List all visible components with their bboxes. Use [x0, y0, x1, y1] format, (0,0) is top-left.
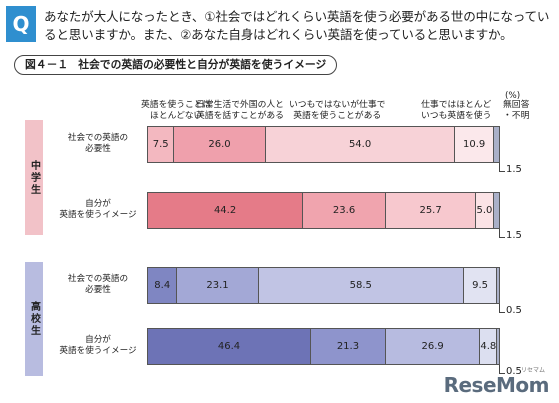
resemom-logo: リセマム ReseMom: [443, 367, 550, 397]
bar-segment: [497, 329, 499, 364]
bar-segment: 26.9: [385, 329, 481, 364]
logo-ruby: リセマム: [520, 367, 545, 374]
header-label-1: 日常生活で外国の人と 英語を話すことがある: [196, 100, 284, 121]
bar-segment: 26.0: [174, 127, 266, 162]
bar-segment: 25.7: [385, 193, 477, 228]
bar-segment: 5.0: [476, 193, 494, 228]
header-label-0: 英語を使うことは ほとんどない: [141, 100, 212, 121]
unit-label: (%): [505, 91, 521, 101]
bar-segment: [497, 268, 499, 303]
stacked-bar: 7.5 26.0 54.0 10.9: [147, 126, 500, 163]
no-response-value: 1.5: [506, 164, 522, 175]
figure-number: 図４－１: [25, 58, 69, 71]
bar-segment: 23.1: [177, 268, 259, 303]
stacked-bar: 46.4 21.3 26.9 4.8: [147, 328, 500, 365]
row-label: 社会での英語の 必要性: [67, 133, 129, 154]
bar-segment: 23.6: [303, 193, 386, 228]
group-tag-1: 高校生: [25, 262, 43, 376]
header-label-4: 無回答 ・不明: [503, 100, 530, 121]
bar-segment: 9.5: [463, 268, 498, 303]
bar-segment: [493, 127, 499, 162]
header-label-2: いつもではないが仕事で 英語を使うことがある: [289, 100, 386, 121]
bar-segment: 46.4: [148, 329, 312, 364]
bar-segment: 4.8: [480, 329, 498, 364]
stacked-bar: 8.4 23.1 58.5 9.5: [147, 267, 500, 304]
leader-line: [499, 312, 505, 313]
question-badge: Q: [6, 6, 36, 42]
leader-line: [499, 304, 500, 312]
no-response-value: 1.5: [506, 230, 522, 241]
question-text: あなたが大人になったとき、①社会ではどれくらい英語を使う必要がある世の中になって…: [44, 9, 550, 42]
figure-title: 図４－１ 社会での英語の必要性と自分が英語を使うイメージ: [14, 55, 338, 75]
header-label-3: 仕事ではほとんど いつも英語を使う: [421, 100, 492, 121]
bar-segment: 10.9: [455, 127, 494, 162]
bar-segment: [493, 193, 499, 228]
leader-line: [499, 163, 500, 171]
bar-segment: 44.2: [148, 193, 304, 228]
no-response-value: 0.5: [506, 305, 522, 316]
leader-line: [499, 237, 505, 238]
stacked-bar: 44.2 23.6 25.7 5.0: [147, 192, 500, 229]
leader-line: [499, 373, 505, 374]
row-label: 社会での英語の 必要性: [67, 274, 129, 295]
leader-line: [499, 365, 500, 373]
logo-text: ReseMom: [443, 373, 550, 397]
group-tag-0: 中学生: [25, 120, 43, 235]
bar-segment: 7.5: [148, 127, 175, 162]
bar-segment: 54.0: [265, 127, 456, 162]
row-label: 自分が 英語を使うイメージ: [59, 335, 137, 356]
bar-segment: 58.5: [258, 268, 464, 303]
bar-segment: 8.4: [148, 268, 178, 303]
bar-segment: 21.3: [311, 329, 386, 364]
no-response-value: 0.5: [506, 366, 522, 377]
row-label: 自分が 英語を使うイメージ: [59, 199, 137, 220]
leader-line: [499, 171, 505, 172]
figure-title-text: 社会での英語の必要性と自分が英語を使うイメージ: [78, 58, 327, 71]
leader-line: [499, 229, 500, 237]
